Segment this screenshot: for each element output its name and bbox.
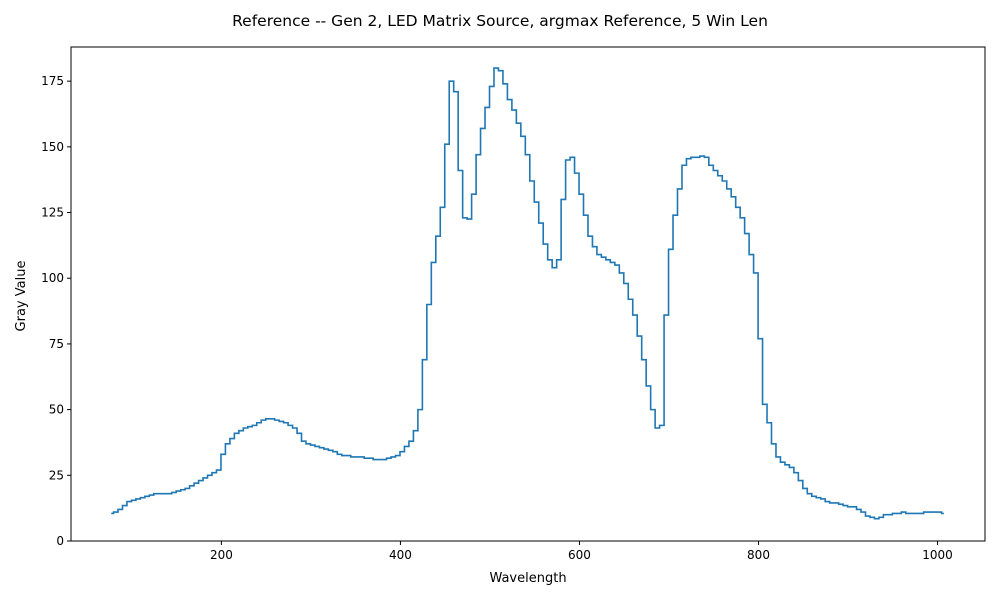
x-axis-label: Wavelength [489,571,566,586]
y-tick-label: 0 [56,534,64,548]
x-tick-label: 200 [210,548,233,562]
y-tick-label: 100 [41,271,64,285]
chart-title: Reference -- Gen 2, LED Matrix Source, a… [232,12,768,30]
y-tick-label: 25 [49,468,64,482]
y-tick-label: 150 [41,140,64,154]
y-axis-ticks: 0 25 50 75 100 125 150 175 [41,74,71,548]
x-tick-label: 400 [389,548,412,562]
y-tick-label: 125 [41,206,64,220]
x-tick-label: 600 [568,548,591,562]
y-tick-label: 75 [49,337,64,351]
y-tick-label: 175 [41,74,64,88]
plot-area-frame [70,46,986,542]
y-axis-label: Gray Value [14,261,29,332]
y-tick-label: 50 [49,403,64,417]
x-axis-ticks: 200 400 600 800 1000 [210,541,953,562]
x-tick-label: 1000 [922,548,953,562]
x-tick-label: 800 [747,548,770,562]
series-line [111,67,944,520]
